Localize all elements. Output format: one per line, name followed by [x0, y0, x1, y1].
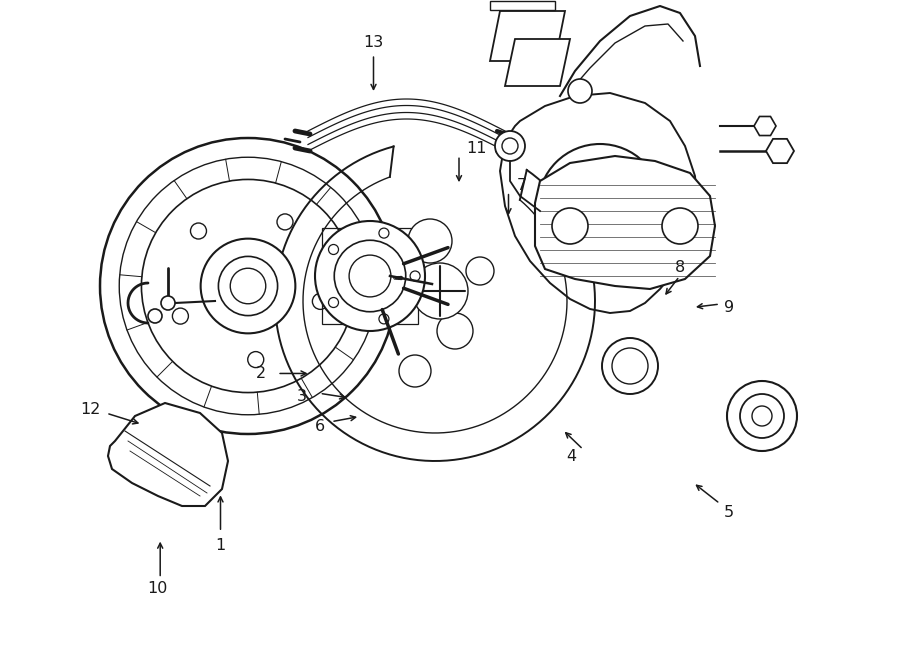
Circle shape — [408, 219, 452, 263]
Circle shape — [173, 308, 188, 324]
Circle shape — [349, 255, 391, 297]
Polygon shape — [500, 93, 698, 313]
Circle shape — [328, 245, 338, 254]
Circle shape — [119, 157, 377, 414]
Text: 11: 11 — [467, 141, 487, 156]
Text: 8: 8 — [674, 260, 685, 275]
Circle shape — [727, 381, 797, 451]
Polygon shape — [535, 156, 715, 289]
Circle shape — [552, 208, 588, 244]
Circle shape — [312, 293, 328, 309]
Circle shape — [740, 394, 784, 438]
Polygon shape — [490, 11, 565, 61]
Circle shape — [399, 355, 431, 387]
Text: 2: 2 — [256, 366, 266, 381]
Text: 13: 13 — [364, 36, 383, 50]
Circle shape — [612, 348, 648, 384]
Circle shape — [558, 164, 642, 248]
Text: 4: 4 — [566, 449, 577, 463]
Text: 1: 1 — [215, 538, 226, 553]
Text: 7: 7 — [517, 178, 527, 192]
Polygon shape — [108, 403, 228, 506]
Text: 9: 9 — [724, 300, 734, 315]
Circle shape — [328, 297, 338, 307]
Polygon shape — [490, 1, 555, 10]
Text: 5: 5 — [724, 505, 734, 520]
Circle shape — [277, 214, 293, 230]
Circle shape — [379, 314, 389, 324]
Circle shape — [538, 144, 662, 268]
Circle shape — [662, 208, 698, 244]
Circle shape — [495, 131, 525, 161]
Circle shape — [502, 138, 518, 154]
Polygon shape — [505, 39, 570, 86]
Circle shape — [219, 256, 277, 315]
Text: 12: 12 — [80, 403, 100, 417]
Circle shape — [334, 240, 406, 312]
Text: 6: 6 — [314, 419, 325, 434]
Circle shape — [379, 228, 389, 238]
Text: 3: 3 — [296, 389, 307, 404]
Text: 10: 10 — [148, 581, 167, 596]
Circle shape — [752, 406, 772, 426]
Polygon shape — [766, 139, 794, 163]
Circle shape — [410, 271, 420, 281]
Circle shape — [437, 313, 473, 349]
Polygon shape — [754, 116, 776, 136]
Circle shape — [191, 223, 206, 239]
Circle shape — [602, 338, 658, 394]
Circle shape — [201, 239, 295, 333]
Circle shape — [141, 179, 355, 393]
Circle shape — [466, 257, 494, 285]
Circle shape — [248, 352, 264, 368]
Circle shape — [315, 221, 425, 331]
Circle shape — [100, 138, 396, 434]
Circle shape — [161, 296, 175, 310]
Circle shape — [568, 79, 592, 103]
Circle shape — [148, 309, 162, 323]
Circle shape — [230, 268, 266, 304]
Circle shape — [412, 263, 468, 319]
